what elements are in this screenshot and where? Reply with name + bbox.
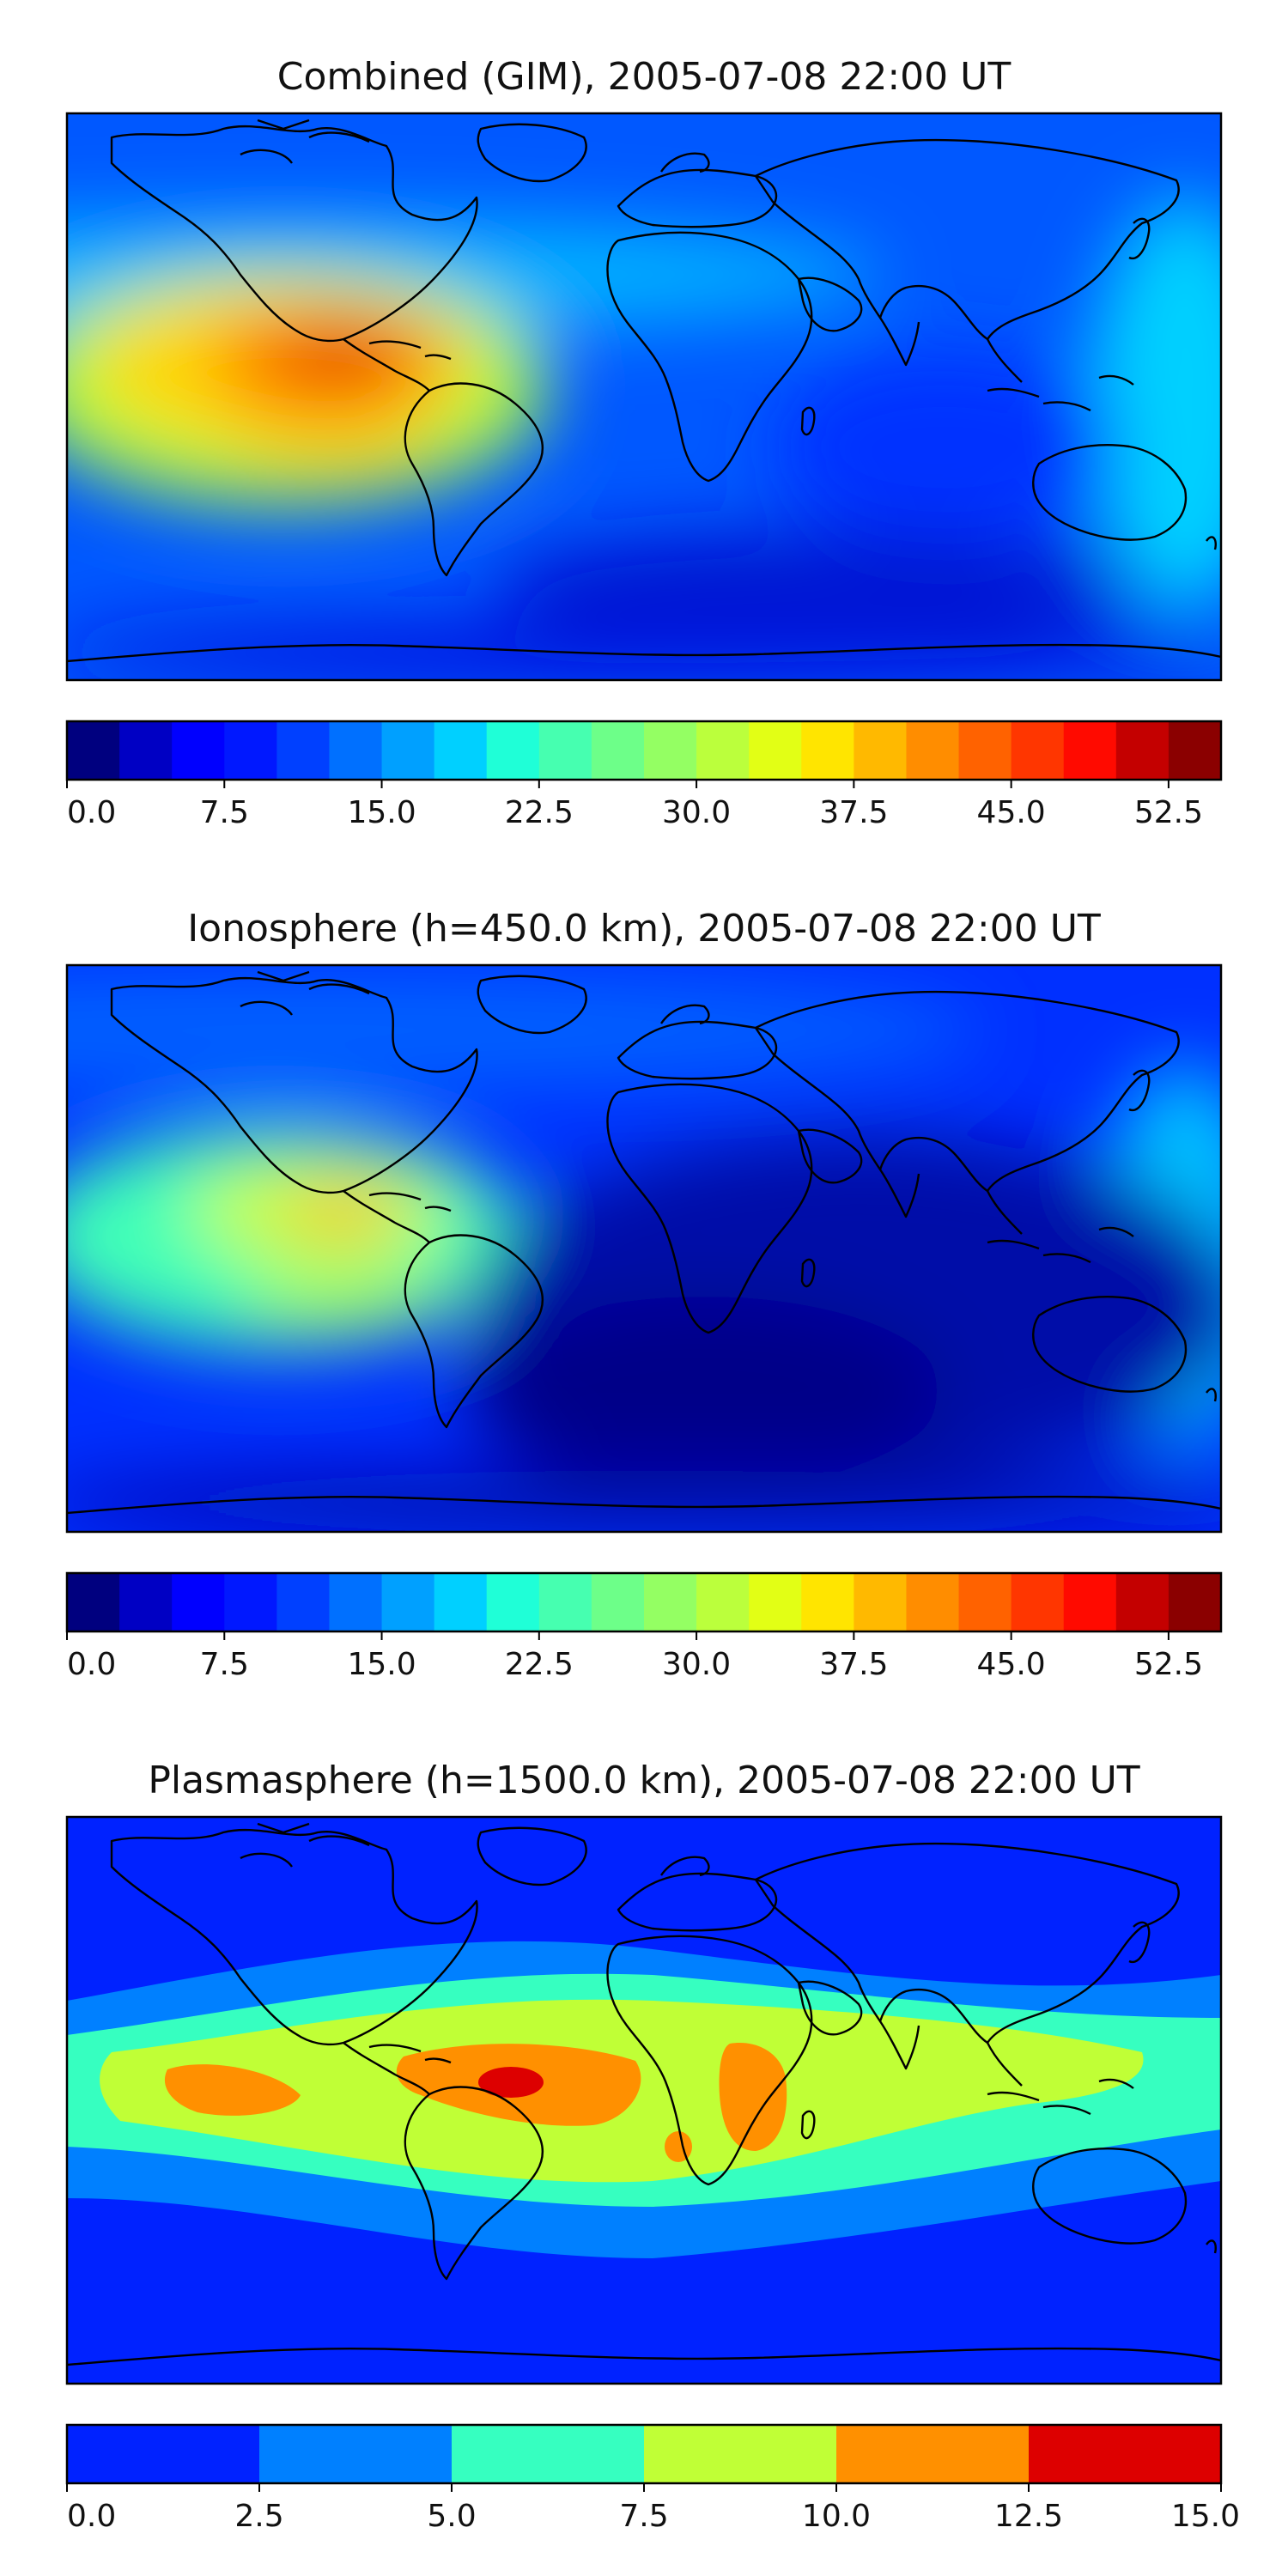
colorbar-segment bbox=[67, 1573, 120, 1631]
colorbar-segment bbox=[119, 1573, 173, 1631]
colorbar-tick-label: 30.0 bbox=[662, 1647, 731, 1682]
colorbar-tick-label: 15.0 bbox=[347, 795, 416, 830]
colorbar-tick-label: 15.0 bbox=[1171, 2499, 1240, 2534]
map-frame bbox=[65, 112, 1223, 682]
panel-title: Combined (GIM), 2005-07-08 22:00 UT bbox=[277, 55, 1012, 99]
colorbar-segment bbox=[486, 1573, 540, 1631]
colorbar-frame bbox=[65, 1571, 1223, 1633]
colorbar-segment bbox=[1063, 721, 1117, 780]
colorbar-tick-label: 15.0 bbox=[347, 1647, 416, 1682]
colorbar-segment bbox=[329, 1573, 383, 1631]
colorbar-tick-label: 45.0 bbox=[977, 795, 1046, 830]
colorbar-segment bbox=[486, 721, 540, 780]
colorbar-segment bbox=[452, 2425, 645, 2483]
colorbar-segment bbox=[958, 1573, 1012, 1631]
colorbar-segment bbox=[749, 721, 802, 780]
colorbar-segment bbox=[644, 1573, 697, 1631]
colorbar-tick-label: 12.5 bbox=[994, 2499, 1063, 2534]
colorbar-segment bbox=[224, 1573, 277, 1631]
colorbar-segment bbox=[906, 1573, 960, 1631]
colorbar-tick-label: 7.5 bbox=[200, 795, 249, 830]
map-area bbox=[67, 965, 1221, 1532]
colorbar-segment bbox=[434, 721, 488, 780]
field-blobs bbox=[67, 197, 1221, 680]
panel-title: Ionosphere (h=450.0 km), 2005-07-08 22:0… bbox=[187, 907, 1101, 951]
colorbar-segment bbox=[749, 1573, 802, 1631]
colorbar-segment bbox=[434, 1573, 488, 1631]
colorbar-tick-label: 52.5 bbox=[1134, 795, 1203, 830]
colorbar-tick-label: 2.5 bbox=[234, 2499, 283, 2534]
colorbar: 0.0 7.5 15.0 22.5 30.0 37.5 45.0 52.5 bbox=[65, 720, 1223, 830]
panel-combined: Combined (GIM), 2005-07-08 22:00 UT 0.0 7… bbox=[65, 55, 1223, 830]
colorbar: 0.0 7.5 15.0 22.5 30.0 37.5 45.0 52.5 bbox=[65, 1571, 1223, 1682]
colorbar-segment bbox=[1115, 721, 1170, 780]
colorbar-segment bbox=[172, 1573, 225, 1631]
map-frame bbox=[65, 963, 1223, 1534]
colorbar-tick-label: 52.5 bbox=[1134, 1647, 1203, 1682]
colorbar-segment bbox=[329, 721, 383, 780]
colorbar-tick-label: 30.0 bbox=[662, 795, 731, 830]
colorbar-segment bbox=[538, 1573, 592, 1631]
colorbar-segment bbox=[591, 721, 645, 780]
colorbar-segment bbox=[276, 1573, 330, 1631]
panel-title: Plasmasphere (h=1500.0 km), 2005-07-08 2… bbox=[148, 1759, 1139, 1802]
colorbar-tick-label: 37.5 bbox=[819, 795, 888, 830]
colorbar-tick-label: 0.0 bbox=[67, 1647, 116, 1682]
colorbar-segment bbox=[381, 721, 435, 780]
colorbar-segment bbox=[591, 1573, 645, 1631]
colorbar-segment bbox=[1168, 721, 1222, 780]
colorbar-segment bbox=[259, 2425, 453, 2483]
contour-band-10-0-africa bbox=[719, 2043, 787, 2151]
colorbar-tick-label: 37.5 bbox=[819, 1647, 888, 1682]
colorbar-tick-label: 22.5 bbox=[505, 1647, 574, 1682]
colorbar-tick-label: 0.0 bbox=[67, 795, 116, 830]
colorbar-segment bbox=[67, 2425, 260, 2483]
colorbar-segment bbox=[381, 1573, 435, 1631]
colorbar-segment bbox=[1115, 1573, 1170, 1631]
contour-band-10-0-pacific bbox=[164, 2064, 301, 2116]
map-area bbox=[67, 1817, 1221, 2384]
colorbar-tick-label: 10.0 bbox=[802, 2499, 871, 2534]
colorbar-tick-label: 0.0 bbox=[67, 2499, 116, 2534]
colorbar-tick-label: 7.5 bbox=[200, 1647, 249, 1682]
colorbar: 0.0 2.5 5.0 7.5 10.0 12.5 15.0 bbox=[65, 2423, 1240, 2534]
colorbar-frame bbox=[65, 720, 1223, 781]
contour-band-10-0-small bbox=[665, 2131, 692, 2162]
colorbar-segment bbox=[1011, 721, 1065, 780]
colorbar-segment bbox=[644, 721, 697, 780]
colorbar-tick-label: 5.0 bbox=[427, 2499, 476, 2534]
colorbar-segment bbox=[644, 2425, 837, 2483]
colorbar-segment bbox=[119, 721, 173, 780]
map-area bbox=[67, 113, 1221, 680]
colorbar-segment bbox=[958, 721, 1012, 780]
colorbar-segment bbox=[276, 721, 330, 780]
colorbar-segment bbox=[854, 721, 907, 780]
colorbar-segment bbox=[906, 721, 960, 780]
panel-ionosphere: Ionosphere (h=450.0 km), 2005-07-08 22:0… bbox=[65, 907, 1223, 1682]
colorbar-tick-label: 45.0 bbox=[977, 1647, 1046, 1682]
panel-plasmasphere: Plasmasphere (h=1500.0 km), 2005-07-08 2… bbox=[65, 1759, 1240, 2534]
contour-band-12-5 bbox=[478, 2067, 544, 2098]
colorbar-segment bbox=[67, 721, 120, 780]
colorbar-segment bbox=[836, 2425, 1030, 2483]
colorbar-segment bbox=[1168, 1573, 1222, 1631]
colorbar-segment bbox=[1011, 1573, 1065, 1631]
colorbar-segment bbox=[1063, 1573, 1117, 1631]
colorbar-segment bbox=[172, 721, 225, 780]
colorbar-tick-label: 22.5 bbox=[505, 795, 574, 830]
colorbar-segment bbox=[696, 1573, 750, 1631]
colorbar-segment bbox=[1029, 2425, 1222, 2483]
colorbar-segment bbox=[538, 721, 592, 780]
colorbar-segment bbox=[696, 721, 750, 780]
map-frame bbox=[65, 1815, 1223, 2385]
colorbar-segment bbox=[854, 1573, 907, 1631]
colorbar-segment bbox=[224, 721, 277, 780]
colorbar-tick-label: 7.5 bbox=[619, 2499, 668, 2534]
colorbar-segment bbox=[801, 1573, 854, 1631]
colorbar-segment bbox=[801, 721, 854, 780]
